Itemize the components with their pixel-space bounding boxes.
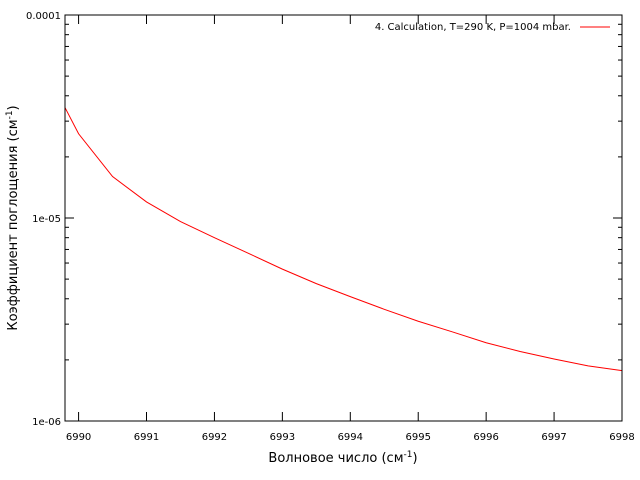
x-tick-label: 6992 [202,432,227,443]
x-tick-label: 6993 [270,432,295,443]
x-tick-label: 6997 [541,432,566,443]
x-tick-label: 6998 [609,432,634,443]
plot-frame [64,14,623,422]
legend-entry-label: 4. Calculation, T=290 K, P=1004 mbar. [375,22,571,33]
y-axis-label-text: Коэффициент поглощения (см [6,119,21,330]
x-tick-label: 6996 [473,432,498,443]
x-tick-label: 6994 [338,432,363,443]
x-axis-label-tail: ) [412,451,417,466]
y-axis-label-superscript: -1 [5,110,15,119]
series-layer [64,107,623,372]
x-axis-label-text: Волновое число (см [268,451,403,466]
series-line [64,107,623,372]
y-axis-label: Коэффициент поглощения (см-1) [5,105,21,330]
y-tick-label: 1e-05 [32,214,61,225]
y-axis-label-tail: ) [6,105,21,110]
x-tick-label: 6990 [66,432,91,443]
x-tick-label: 6995 [405,432,430,443]
x-tick-label: 6991 [134,432,159,443]
y-tick-label: 1e-06 [32,417,61,428]
x-axis-label: Волновое число (см-1) [268,450,417,466]
legend: 4. Calculation, T=290 K, P=1004 mbar. [375,22,610,33]
x-axis-label-superscript: -1 [404,450,413,460]
y-tick-label: 0.0001 [26,11,61,22]
